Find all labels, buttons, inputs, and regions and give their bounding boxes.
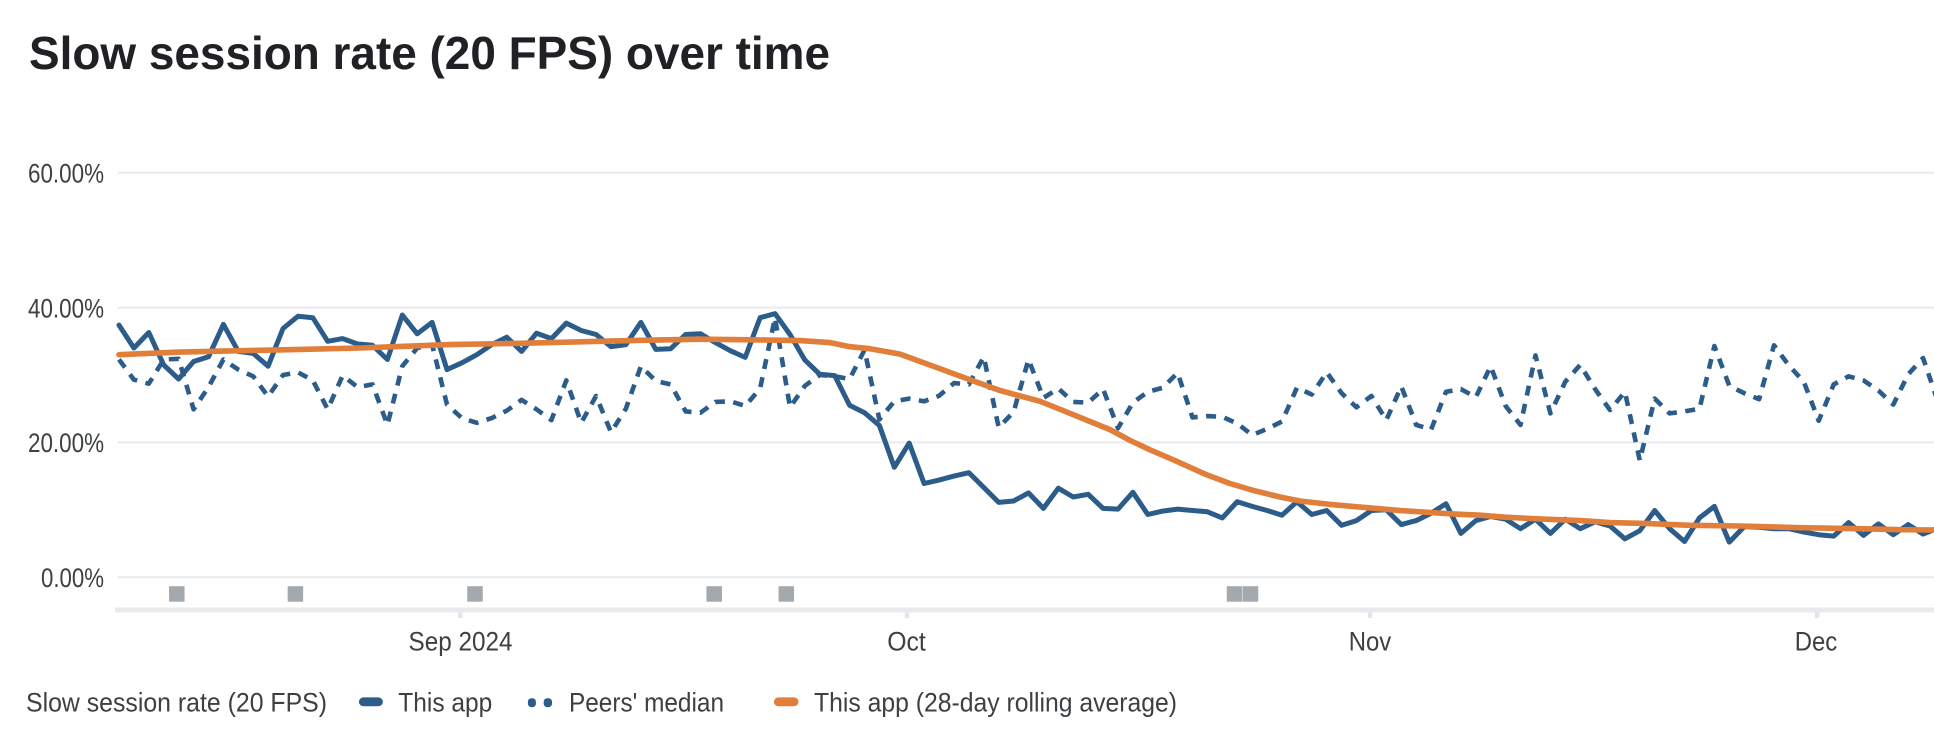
svg-text:Dec: Dec [1795,627,1838,657]
svg-text:Slow session rate (20 FPS) ove: Slow session rate (20 FPS) over time [29,27,830,79]
svg-text:Nov: Nov [1349,627,1392,657]
svg-text:This app (28-day rolling avera: This app (28-day rolling average) [814,687,1177,717]
svg-text:Oct: Oct [887,627,926,657]
svg-text:60.00%: 60.00% [28,159,104,189]
svg-text:This app: This app [398,687,492,717]
svg-text:20.00%: 20.00% [28,428,104,458]
svg-text:Sep 2024: Sep 2024 [409,627,513,657]
svg-text:Peers' median: Peers' median [569,687,724,717]
svg-text:40.00%: 40.00% [28,293,104,323]
svg-text:Slow session rate (20 FPS): Slow session rate (20 FPS) [26,687,327,717]
svg-text:0.00%: 0.00% [41,563,104,593]
